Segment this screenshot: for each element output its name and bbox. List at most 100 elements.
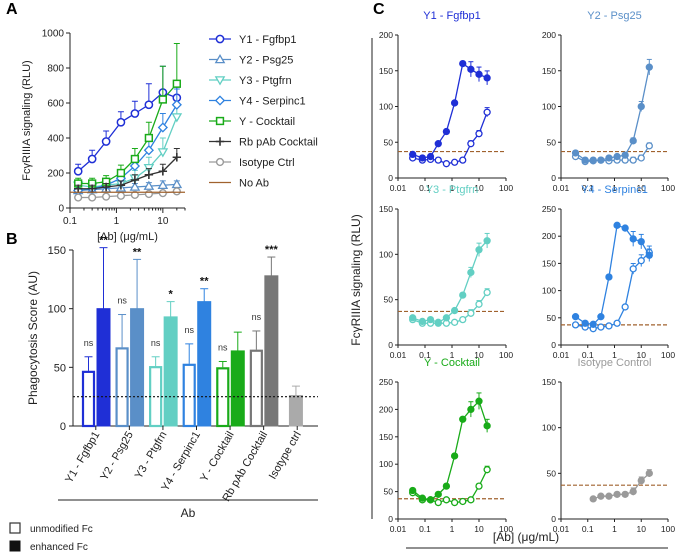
c-x-tick-label: 1 xyxy=(450,183,455,193)
legend-enhanced-swatch xyxy=(9,540,21,552)
c-data-point xyxy=(467,496,475,504)
c-data-point xyxy=(645,251,653,259)
c-series-line xyxy=(575,145,650,163)
c-series-enhanced xyxy=(409,59,491,162)
c-data-point xyxy=(434,140,442,148)
c-data-point xyxy=(613,319,621,327)
c-x-tick-label: 0.01 xyxy=(553,350,570,360)
legend-unmodified-swatch xyxy=(9,522,21,534)
b-sig-label: ** xyxy=(200,276,209,288)
a-data-point xyxy=(87,184,97,193)
b-y-tick-label: 100 xyxy=(48,304,66,316)
c-data-point xyxy=(475,482,483,490)
b-bar-unmodified xyxy=(182,363,196,428)
c-x-tick-label: 1 xyxy=(612,524,617,534)
c-data-point xyxy=(637,476,645,485)
c-data-point xyxy=(571,321,580,329)
a-data-point xyxy=(129,181,141,191)
a-data-point xyxy=(158,189,167,198)
a-legend-label-rb: Rb pAb Cocktail xyxy=(239,137,318,149)
c-data-point xyxy=(442,496,451,504)
c-y-tick-label: 0 xyxy=(388,173,393,183)
a-data-point xyxy=(130,175,140,185)
b-y-tick-label: 150 xyxy=(48,245,66,257)
a-data-point xyxy=(144,189,153,199)
c-shared-y-label: FcγRIIIA signaling (RLU) xyxy=(349,214,363,345)
c-x-tick-label: 0.01 xyxy=(390,524,407,534)
b-bar-isotype xyxy=(288,394,303,427)
c-y-tick-label: 150 xyxy=(379,204,393,214)
a-data-point xyxy=(130,190,139,199)
c-data-point xyxy=(459,291,467,299)
b-bar-unmodified xyxy=(115,347,129,428)
b-bar-unmodified xyxy=(149,366,163,428)
a-data-point xyxy=(144,170,154,179)
c-series-line xyxy=(412,292,488,324)
c-data-point xyxy=(581,156,589,164)
c-y-tick-label: 100 xyxy=(542,423,556,433)
a-legend-marker-y4 xyxy=(214,95,226,106)
c-y-tick-label: 0 xyxy=(551,340,556,350)
a-data-point xyxy=(157,148,169,158)
c-x-tick-label: 0.1 xyxy=(419,350,431,360)
c-data-point xyxy=(450,306,459,315)
c-y-tick-label: 200 xyxy=(542,30,556,40)
a-data-point xyxy=(101,137,111,146)
panel-label-b: B xyxy=(6,231,18,248)
c-data-point xyxy=(605,154,613,162)
c-data-point xyxy=(605,273,613,281)
c-y-tick-label: 50 xyxy=(384,137,394,147)
b-bar-enhanced xyxy=(230,350,245,427)
c-data-point xyxy=(637,237,645,246)
a-legend-label-noab: No Ab xyxy=(239,178,269,190)
b-sig-label: ** xyxy=(99,235,108,247)
c-x-tick-label: 1 xyxy=(450,524,455,534)
b-y-axis-label: Phagocytosis Score (AU) xyxy=(26,271,40,405)
c-data-point xyxy=(450,158,459,166)
b-sig-label: ns xyxy=(252,312,262,322)
a-data-point xyxy=(171,113,183,123)
b-category-label: Isotype ctrl xyxy=(267,430,304,482)
a-legend-label-cocktail: Y - Cocktail xyxy=(239,116,295,128)
c-data-point xyxy=(475,397,483,405)
b-category-label: Y3 - Ptgfrn xyxy=(133,430,170,482)
c-y-tick-label: 100 xyxy=(542,102,556,112)
c-x-tick-label: 10 xyxy=(474,183,484,193)
c-data-point xyxy=(483,74,491,82)
c-x-tick-label: 1 xyxy=(612,183,617,193)
panel-b-bar-chart: 0 50 100 150 Phagocytosis Score (AU) ns ** Y1 -… xyxy=(26,235,318,520)
legend-unmodified-label: unmodified Fc xyxy=(30,524,93,535)
b-bar-unmodified xyxy=(249,349,263,428)
c-y-tick-label: 100 xyxy=(379,249,393,259)
c-data-point xyxy=(467,65,475,73)
c-y-tick-label: 200 xyxy=(379,404,393,414)
c-data-point xyxy=(434,490,442,498)
c-shared-x-label: [Ab] (μg/mL) xyxy=(493,530,559,544)
b-bar-unmodified xyxy=(81,370,96,428)
a-data-point xyxy=(116,191,126,200)
c-data-point xyxy=(613,490,621,498)
c-data-point xyxy=(589,495,597,503)
c-subplot-title: Y2 - Psg25 xyxy=(587,10,641,22)
a-data-point xyxy=(129,160,141,172)
legend-enhanced-label: enhanced Fc xyxy=(30,542,88,553)
a-data-point xyxy=(144,133,154,143)
c-data-point xyxy=(637,102,645,111)
c-data-point xyxy=(629,137,637,145)
c-data-point xyxy=(409,314,417,322)
b-y-tick-label: 0 xyxy=(60,421,66,433)
a-series-y1 xyxy=(73,65,182,176)
c-y-tick-label: 250 xyxy=(379,377,393,387)
a-data-point xyxy=(101,182,111,192)
a-data-point xyxy=(172,79,181,88)
c-x-tick-label: 0.01 xyxy=(553,183,570,193)
a-data-point xyxy=(143,145,154,156)
c-data-point xyxy=(426,496,435,504)
a-data-point xyxy=(172,153,182,162)
c-data-point xyxy=(613,152,621,161)
a-y-axis-label: FcγRIIIA signaling (RLU) xyxy=(21,60,33,180)
a-data-point xyxy=(102,192,111,201)
c-data-point xyxy=(637,154,645,162)
a-data-point xyxy=(87,154,97,164)
